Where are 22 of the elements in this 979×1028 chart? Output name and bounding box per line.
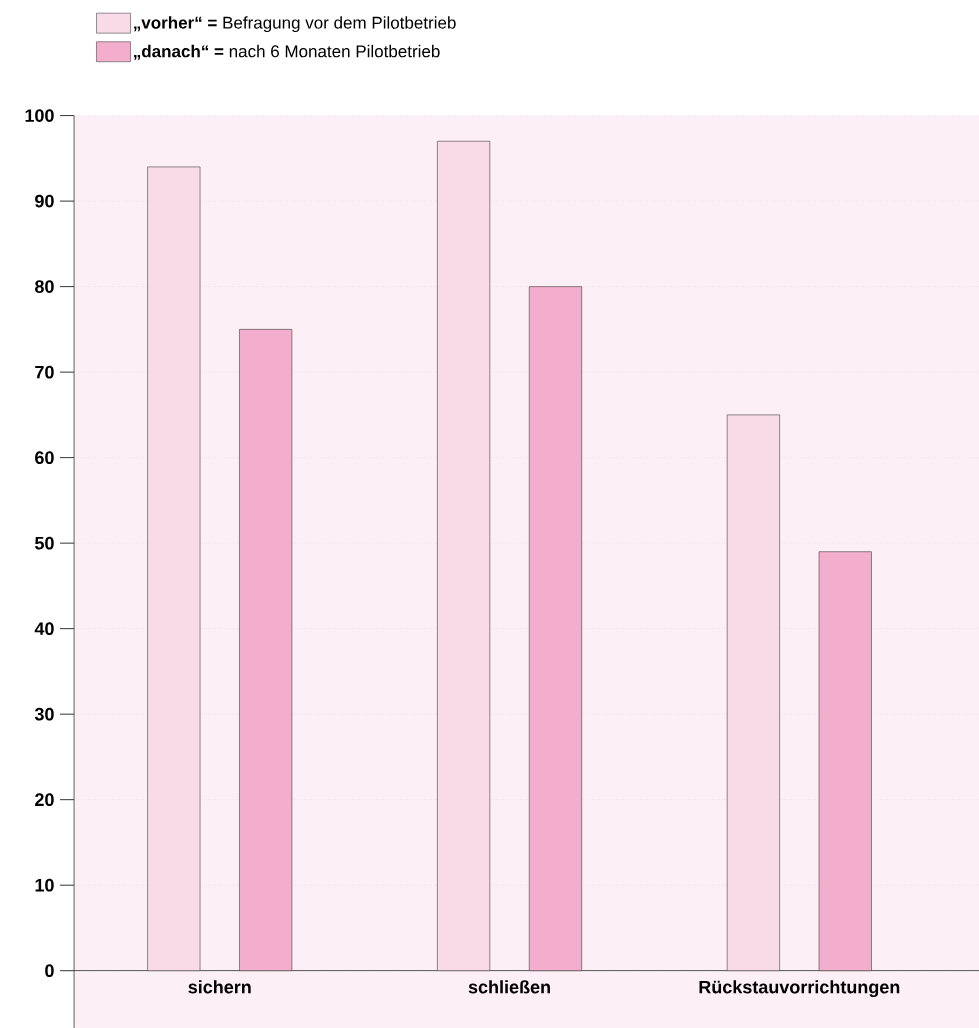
- bar: [818, 551, 872, 971]
- y-tick-label: 50: [34, 536, 54, 550]
- y-tick-label: 80: [35, 280, 54, 293]
- x-tick-label: schließen: [468, 980, 550, 994]
- y-tick-label: 0: [45, 964, 54, 978]
- y-tick-label: 90: [35, 194, 54, 208]
- y-tick-label: 20: [35, 793, 54, 807]
- y-tick-label: 100: [25, 109, 54, 122]
- legend-label: „danach“ = nach 6 Monaten Pilotbetrieb: [134, 44, 440, 60]
- bar: [726, 414, 780, 971]
- x-tick-label: Rückstauvorrichtungen: [699, 980, 900, 998]
- y-tick-label: 30: [34, 707, 54, 721]
- y-tick-label: 60: [35, 451, 54, 465]
- legend-label: „vorher“ = Befragung vor dem Pilotbetrieb: [134, 16, 456, 33]
- x-tick-label: sichern: [188, 980, 251, 994]
- bar: [239, 329, 293, 971]
- y-tick-label: 70: [35, 365, 54, 379]
- bar: [437, 140, 491, 971]
- bar: [528, 286, 582, 971]
- bar: [147, 166, 201, 971]
- y-tick-label: 10: [35, 878, 54, 892]
- y-tick-label: 40: [34, 622, 54, 636]
